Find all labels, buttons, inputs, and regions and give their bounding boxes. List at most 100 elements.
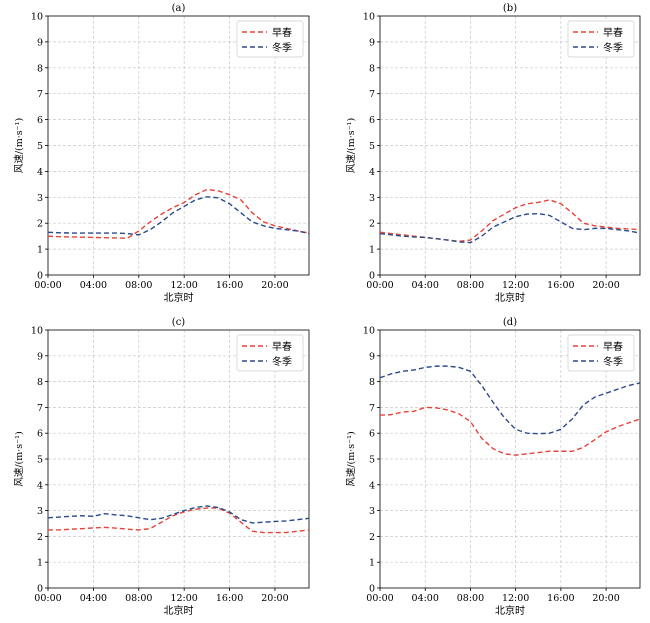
y-tick-label: 6: [369, 429, 375, 440]
y-tick-label: 1: [369, 558, 375, 569]
y-tick-label: 10: [363, 326, 375, 337]
x-tick-label: 04:00: [80, 280, 107, 291]
y-tick-label: 7: [37, 89, 43, 100]
y-tick-label: 1: [37, 558, 43, 569]
y-tick-label: 0: [369, 271, 375, 282]
y-axis-label: 风速/(m·s⁻¹): [346, 431, 357, 486]
y-tick-label: 1: [369, 245, 375, 256]
y-tick-label: 0: [369, 584, 375, 595]
chart-title: (d): [503, 317, 517, 328]
x-tick-label: 00:00: [366, 280, 393, 291]
x-tick-label: 00:00: [34, 593, 61, 604]
x-tick-label: 08:00: [125, 280, 152, 291]
x-axis-label: 北京时: [495, 291, 525, 304]
x-tick-label: 08:00: [457, 280, 484, 291]
y-tick-label: 0: [37, 271, 43, 282]
x-tick-label: 16:00: [547, 280, 574, 291]
x-tick-label: 08:00: [125, 593, 152, 604]
y-tick-label: 9: [369, 351, 375, 362]
chart-panel-a: (a) 0 1 2 3 4 5 6 7 8 9 10 00:00 04:00 08:00 12:00 16:00…: [14, 3, 310, 304]
legend-box: [567, 334, 635, 372]
y-tick-label: 2: [37, 219, 43, 230]
chart-title: (c): [172, 317, 186, 328]
series-line-winter: [379, 365, 641, 435]
chart-panel-c: (c) 0 1 2 3 4 5 6 7 8 9 10 00:00 04:00 08:00 12:00 16:00…: [14, 317, 310, 617]
y-tick-label: 3: [369, 506, 375, 517]
series-line-winter: [47, 196, 310, 236]
legend-label: 冬季: [272, 41, 292, 54]
legend-box: [236, 20, 304, 58]
series-line-winter: [379, 212, 641, 244]
y-tick-label: 9: [37, 351, 43, 362]
y-axis-label: 风速/(m·s⁻¹): [14, 118, 25, 173]
legend-label: 早春: [603, 27, 623, 39]
y-tick-label: 1: [37, 245, 43, 256]
x-tick-label: 12:00: [170, 593, 197, 604]
x-tick-label: 12:00: [170, 280, 197, 291]
y-tick-label: 5: [369, 455, 375, 466]
y-tick-label: 7: [369, 89, 375, 100]
x-axis-label: 北京时: [164, 291, 194, 304]
y-tick-label: 9: [369, 37, 375, 48]
x-tick-label: 16:00: [216, 593, 243, 604]
y-tick-label: 0: [37, 584, 43, 595]
y-tick-label: 6: [37, 115, 43, 126]
y-tick-label: 7: [37, 403, 43, 414]
x-axis-label: 北京时: [164, 604, 194, 617]
y-tick-label: 9: [37, 37, 43, 48]
series-line-early-spring: [47, 188, 310, 239]
legend-box: [567, 20, 635, 58]
legend-label: 冬季: [603, 355, 623, 368]
x-axis-label: 北京时: [495, 604, 525, 617]
series-line-winter: [47, 505, 310, 524]
legend-label: 早春: [603, 341, 623, 353]
y-tick-label: 4: [369, 480, 375, 491]
y-tick-label: 8: [369, 377, 375, 388]
y-tick-label: 3: [37, 506, 43, 517]
y-tick-label: 4: [37, 167, 43, 178]
series-line-early-spring: [48, 507, 310, 534]
chart-title: (a): [172, 3, 186, 14]
chart-title: (b): [503, 3, 517, 14]
y-tick-label: 5: [369, 141, 375, 152]
legend-label: 冬季: [603, 41, 623, 54]
y-tick-label: 10: [31, 12, 43, 23]
y-axis-label: 风速/(m·s⁻¹): [346, 118, 357, 173]
y-tick-label: 5: [37, 141, 43, 152]
x-tick-label: 04:00: [412, 593, 439, 604]
legend-label: 冬季: [272, 355, 292, 368]
x-tick-label: 16:00: [547, 593, 574, 604]
legend-label: 早春: [272, 27, 292, 39]
chart-panel-b: (b) 0 1 2 3 4 5 6 7 8 9 10 00:00 04:00 08:00 12:00 16:00…: [346, 3, 641, 304]
y-tick-label: 2: [369, 532, 375, 543]
y-tick-label: 2: [369, 219, 375, 230]
y-tick-label: 7: [369, 403, 375, 414]
y-tick-label: 2: [37, 532, 43, 543]
x-tick-label: 08:00: [457, 593, 484, 604]
y-tick-label: 8: [37, 63, 43, 74]
x-tick-label: 04:00: [412, 280, 439, 291]
series-line-early-spring: [379, 199, 641, 243]
y-tick-label: 8: [37, 377, 43, 388]
x-tick-label: 00:00: [366, 593, 393, 604]
legend-label: 早春: [272, 341, 292, 353]
y-tick-label: 6: [37, 429, 43, 440]
y-tick-label: 10: [31, 326, 43, 337]
x-tick-label: 20:00: [592, 280, 619, 291]
series-line-early-spring: [379, 406, 641, 456]
y-tick-label: 3: [369, 193, 375, 204]
x-tick-label: 00:00: [34, 280, 61, 291]
y-tick-label: 6: [369, 115, 375, 126]
y-tick-label: 3: [37, 193, 43, 204]
y-tick-label: 10: [363, 12, 375, 23]
chart-panel-d: (d) 0 1 2 3 4 5 6 7 8 9 10 00:00 04:00 08:00 12:00 16:00…: [346, 317, 641, 617]
y-tick-label: 5: [37, 455, 43, 466]
y-tick-label: 4: [37, 480, 43, 491]
legend-box: [236, 334, 304, 372]
y-tick-label: 4: [369, 167, 375, 178]
